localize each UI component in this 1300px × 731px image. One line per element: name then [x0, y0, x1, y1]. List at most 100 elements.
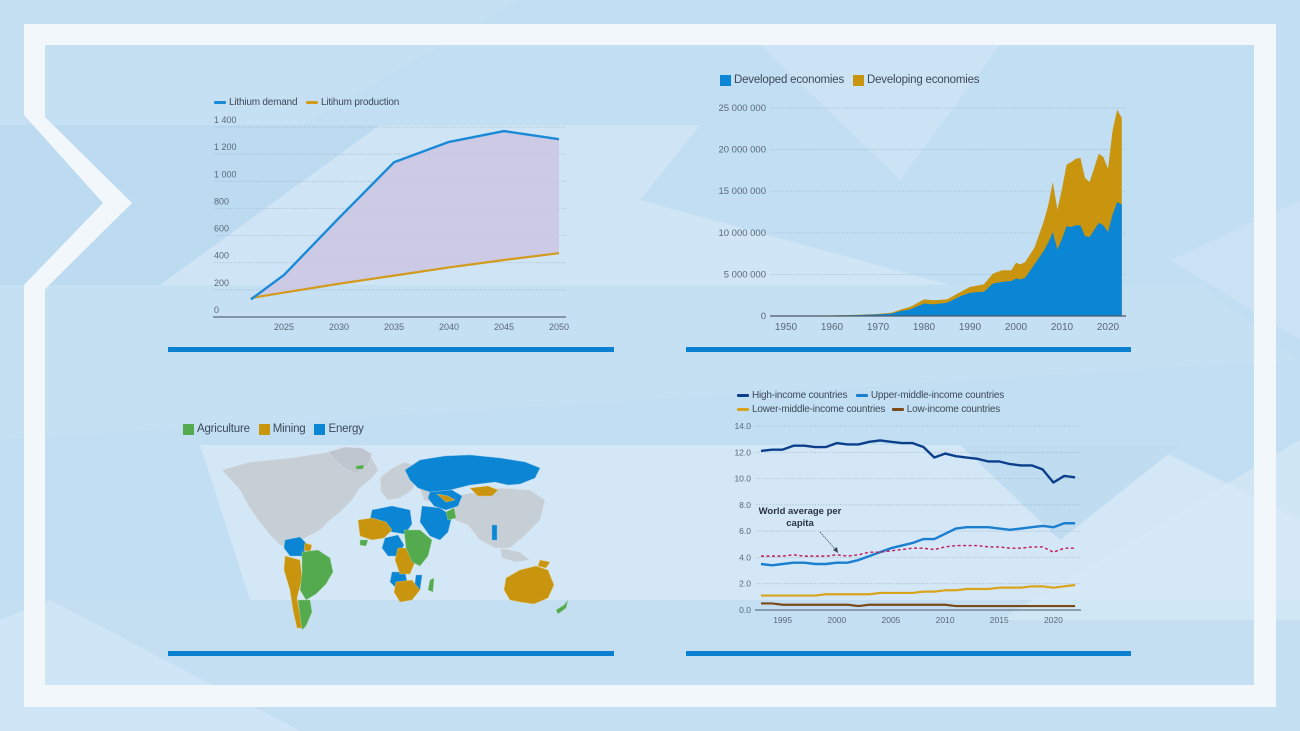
y-tick-label: 10 000 000	[718, 228, 766, 239]
legend-item-lower-middle: Lower-middle-income countries	[737, 403, 885, 416]
x-tick-label: 2000	[1005, 322, 1028, 333]
lithium-chart-legend: Lithium demand Litihum production	[214, 96, 405, 108]
legend-item-agriculture: Agriculture	[183, 423, 250, 435]
legend-swatch-production	[305, 101, 318, 104]
y-tick-label: 25 000 000	[718, 103, 766, 114]
y-tick-label: 2.0	[739, 579, 751, 589]
y-tick-label: 600	[214, 224, 229, 234]
upper-middle-income-line	[760, 522, 1076, 567]
x-tick-label: 1990	[959, 322, 982, 333]
land-mining	[283, 485, 555, 629]
x-tick-label: 2020	[1097, 322, 1120, 333]
low-income-line	[761, 602, 1076, 608]
legend-label: Upper-middle-income countries	[870, 390, 1005, 401]
legend-item-lithium-production: Litihum production	[305, 97, 400, 108]
legend-label: Lithium demand	[229, 97, 298, 108]
x-tick-label: 2045	[494, 322, 514, 332]
legend-item-developed: Developed economies	[720, 74, 844, 86]
x-tick-label: 2005	[881, 615, 900, 625]
y-tick-label: 8.0	[739, 500, 751, 510]
developed-area	[772, 202, 1122, 316]
legend-label: Lower-middle-income countries	[752, 404, 886, 415]
y-tick-label: 400	[214, 251, 229, 261]
legend-item-upper-middle: Upper-middle-income countries	[855, 389, 1005, 402]
legend-item-developing: Developing economies	[853, 74, 980, 86]
y-tick-label: 5 000 000	[724, 269, 766, 280]
x-tick-label: 2010	[936, 615, 955, 625]
legend-swatch-low	[891, 408, 904, 411]
land-unclassified	[221, 446, 546, 563]
annotation-world-average: World average per	[759, 506, 842, 517]
legend-item-high-income: High-income countries	[737, 389, 847, 402]
x-tick-label: 1950	[775, 322, 798, 333]
x-tick-label: 1980	[913, 322, 936, 333]
y-tick-label: 0	[761, 311, 766, 322]
arrowhead-icon	[833, 547, 838, 553]
legend-swatch-mining	[258, 423, 270, 435]
y-tick-label: 6.0	[739, 526, 751, 536]
y-tick-label: 10.0	[734, 474, 751, 484]
y-tick-label: 1 200	[214, 142, 237, 152]
legend-item-energy: Energy	[314, 423, 364, 435]
high-income-line	[760, 439, 1076, 484]
legend-swatch-upper-middle	[855, 394, 868, 397]
y-tick-label: 0	[214, 305, 219, 315]
x-tick-label: 2040	[439, 322, 459, 332]
x-tick-label: 2030	[329, 322, 349, 332]
y-tick-label: 12.0	[734, 447, 751, 457]
world-average-line	[761, 544, 1076, 557]
production-line	[250, 252, 560, 300]
y-tick-label: 0.0	[739, 605, 751, 615]
x-tick-label: 2000	[827, 615, 846, 625]
legend-label: Mining	[272, 423, 306, 435]
y-tick-label: 4.0	[739, 552, 751, 562]
legend-item-low-income: Low-income countries	[891, 403, 1001, 416]
y-tick-label: 200	[214, 278, 229, 288]
legend-swatch-lower-middle	[737, 408, 749, 411]
panel-underline-1	[168, 347, 614, 352]
annotation-arrow	[819, 531, 837, 551]
legend-label: High-income countries	[752, 390, 848, 401]
gap-area	[251, 131, 559, 300]
x-tick-label: 1995	[773, 615, 792, 625]
lower-middle-income-line	[761, 583, 1076, 597]
legend-label: Litihum production	[320, 97, 400, 108]
panel-underline-4	[686, 651, 1131, 656]
x-tick-label: 2015	[990, 615, 1009, 625]
legend-swatch-agriculture	[183, 423, 194, 435]
legend-swatch-developed	[720, 74, 731, 86]
x-tick-label: 1970	[867, 322, 890, 333]
map-legend: Agriculture Mining Energy	[183, 423, 370, 438]
legend-label: Energy	[328, 423, 364, 435]
panel-underline-2	[686, 347, 1131, 352]
annotation-world-average-line2: capita	[786, 518, 814, 529]
legend-swatch-demand	[214, 101, 226, 104]
land-agriculture	[297, 464, 569, 631]
x-tick-label: 1960	[821, 322, 844, 333]
x-tick-label: 2025	[274, 322, 294, 332]
x-tick-label: 2035	[384, 322, 404, 332]
legend-item-mining: Mining	[258, 423, 306, 435]
economies-chart-legend: Developed economies Developing economies	[720, 74, 985, 89]
y-tick-label: 14.0	[734, 421, 751, 431]
y-tick-label: 15 000 000	[718, 186, 766, 197]
x-tick-label: 2010	[1051, 322, 1074, 333]
income-chart-legend: High-income countries Upper-middle-incom…	[737, 388, 1067, 416]
legend-swatch-high	[737, 394, 749, 397]
legend-label: Agriculture	[197, 423, 250, 435]
legend-item-lithium-demand: Lithium demand	[214, 97, 298, 108]
land-energy	[283, 454, 541, 591]
legend-swatch-energy	[314, 423, 326, 435]
demand-line	[250, 129, 560, 301]
x-tick-label: 2050	[549, 322, 569, 332]
legend-label: Developed economies	[734, 74, 844, 86]
legend-label: Developing economies	[867, 74, 980, 86]
legend-label: Low-income countries	[906, 404, 1001, 415]
panel-underline-3	[168, 651, 614, 656]
y-tick-label: 1 400	[214, 115, 237, 125]
x-tick-label: 2020	[1044, 615, 1063, 625]
legend-swatch-developing	[853, 74, 864, 86]
y-tick-label: 1 000	[214, 169, 237, 179]
